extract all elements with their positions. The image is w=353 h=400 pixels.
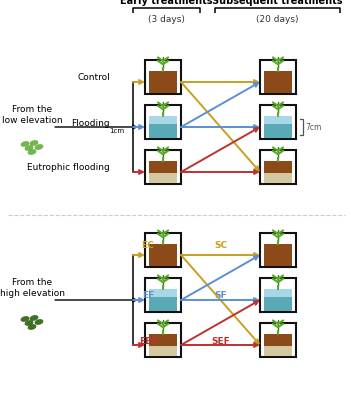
Bar (264, 161, 292, 173)
Bar (264, 71, 292, 93)
Bar (149, 244, 177, 266)
Bar (145, 233, 181, 267)
Text: SC: SC (214, 242, 227, 250)
Bar (260, 278, 296, 312)
Bar (149, 297, 177, 311)
Text: Eutrophic flooding: Eutrophic flooding (27, 164, 110, 172)
Bar (264, 346, 292, 356)
Text: Flooding: Flooding (71, 118, 110, 128)
Ellipse shape (35, 144, 43, 150)
Bar (149, 289, 177, 311)
Bar (145, 60, 181, 94)
Text: EC: EC (142, 242, 154, 250)
Bar (149, 346, 177, 356)
Bar (260, 323, 296, 357)
Bar (149, 116, 177, 138)
Bar (260, 60, 296, 94)
Ellipse shape (20, 316, 29, 322)
Ellipse shape (25, 145, 34, 151)
Bar (149, 173, 177, 183)
Text: SEF: SEF (211, 336, 230, 346)
Text: From the
low elevation: From the low elevation (2, 105, 62, 125)
Bar (260, 233, 296, 267)
Ellipse shape (25, 320, 34, 326)
Bar (260, 105, 296, 139)
Bar (145, 150, 181, 184)
Text: (3 days): (3 days) (148, 15, 185, 24)
Bar (149, 71, 177, 93)
Bar (264, 289, 292, 311)
Ellipse shape (30, 315, 38, 321)
Text: 7cm: 7cm (305, 122, 321, 132)
Bar (264, 244, 292, 266)
Ellipse shape (20, 141, 29, 147)
Ellipse shape (28, 149, 36, 155)
Text: EF: EF (142, 292, 154, 300)
Bar (145, 278, 181, 312)
Bar (264, 173, 292, 183)
Bar (264, 334, 292, 346)
Text: Control: Control (77, 74, 110, 82)
Bar (264, 124, 292, 138)
Bar (260, 150, 296, 184)
Text: SF: SF (214, 292, 227, 300)
Text: EEF: EEF (139, 336, 157, 346)
Bar (264, 297, 292, 311)
Bar (145, 105, 181, 139)
Text: 1cm: 1cm (109, 128, 124, 134)
Bar (149, 161, 177, 173)
Ellipse shape (35, 319, 43, 325)
Text: Early treatments: Early treatments (120, 0, 213, 6)
Bar (149, 124, 177, 138)
Text: Subsequent treatments: Subsequent treatments (212, 0, 343, 6)
Ellipse shape (28, 324, 36, 330)
Text: (20 days): (20 days) (256, 15, 299, 24)
Bar (149, 334, 177, 346)
Bar (264, 116, 292, 138)
Bar (145, 323, 181, 357)
Text: From the
high elevation: From the high elevation (0, 278, 65, 298)
Ellipse shape (30, 140, 38, 146)
